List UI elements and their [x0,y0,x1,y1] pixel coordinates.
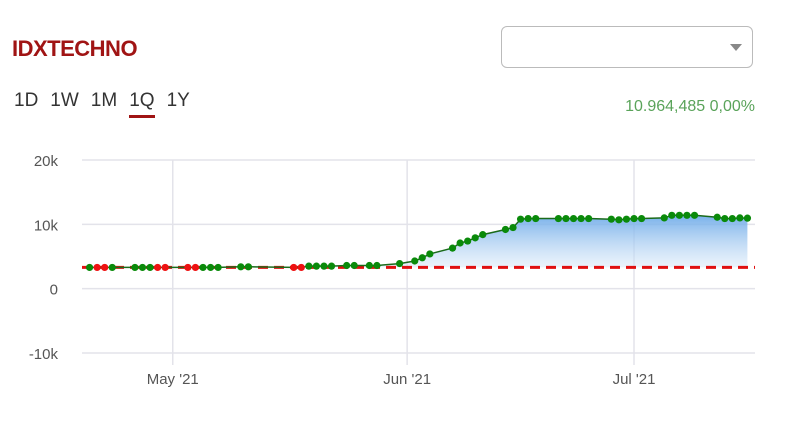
quote: 10.964,485 0,00% [625,98,755,116]
data-point [138,263,147,272]
data-point [728,214,736,223]
data-point [615,216,623,224]
data-point [713,213,721,221]
data-point [411,257,419,265]
data-point [154,263,162,272]
data-point [668,211,676,219]
data-point [108,263,116,272]
index-title: IDXTECHNO [12,36,138,61]
data-point [630,214,638,223]
data-point [305,262,313,270]
data-point [554,214,562,223]
data-point [577,214,585,223]
data-point [690,211,699,219]
tab-1m[interactable]: 1M [90,90,118,111]
data-point [101,263,109,272]
data-point [501,225,510,234]
data-point [622,215,631,223]
data-point [509,223,517,232]
data-point [297,263,305,272]
y-tick-label: 0 [50,282,58,299]
data-point [562,214,570,223]
data-point [569,214,578,223]
data-point [637,214,646,223]
data-point [660,214,668,222]
area-fill [89,215,748,268]
data-point [418,254,426,262]
tab-1d[interactable]: 1D [14,90,39,111]
data-point [448,244,457,252]
y-tick-label: 10k [34,217,59,234]
data-point [85,263,94,272]
y-tick-label: -10k [29,346,59,363]
data-point [214,263,222,272]
data-point [146,263,154,272]
data-point [607,215,615,223]
data-point [206,263,215,272]
data-point [532,214,540,223]
x-tick-label: Jun '21 [383,371,431,388]
data-point [456,239,464,247]
data-point [191,263,200,272]
tab-1q[interactable]: 1Q [129,90,155,118]
data-point [320,262,328,270]
quote-value: 10.964,485 [625,98,706,115]
data-point [93,263,101,272]
chevron-down-icon [730,44,742,51]
data-point [516,215,525,223]
tab-1w[interactable]: 1W [50,90,79,111]
data-point [721,214,729,223]
data-point [426,250,434,258]
data-point [471,234,479,242]
data-point [373,261,381,270]
y-tick-label: 20k [34,153,59,170]
data-point [244,263,252,271]
range-tabs: 1D 1W 1M 1Q 1Y [14,90,190,118]
data-point [199,263,207,272]
quote-change: 0,00% [709,98,755,115]
data-point [161,263,169,272]
data-point [343,261,351,270]
data-point [743,214,752,222]
x-tick-label: May '21 [147,371,199,388]
data-point [736,214,744,222]
data-point [131,263,139,272]
data-point [585,214,593,223]
data-point [675,211,683,219]
data-point [464,237,472,245]
data-point [365,261,373,270]
data-point [350,261,358,270]
data-point [237,263,245,271]
x-tick-label: Jul '21 [613,371,656,388]
tab-1y[interactable]: 1Y [166,90,190,111]
data-point [327,262,336,270]
data-point [184,263,192,272]
data-point [312,262,321,270]
index-select-dropdown[interactable] [501,26,753,68]
data-point [290,263,298,272]
data-point [683,211,691,219]
data-point [524,214,532,223]
data-point [479,231,487,239]
data-point [395,259,404,268]
